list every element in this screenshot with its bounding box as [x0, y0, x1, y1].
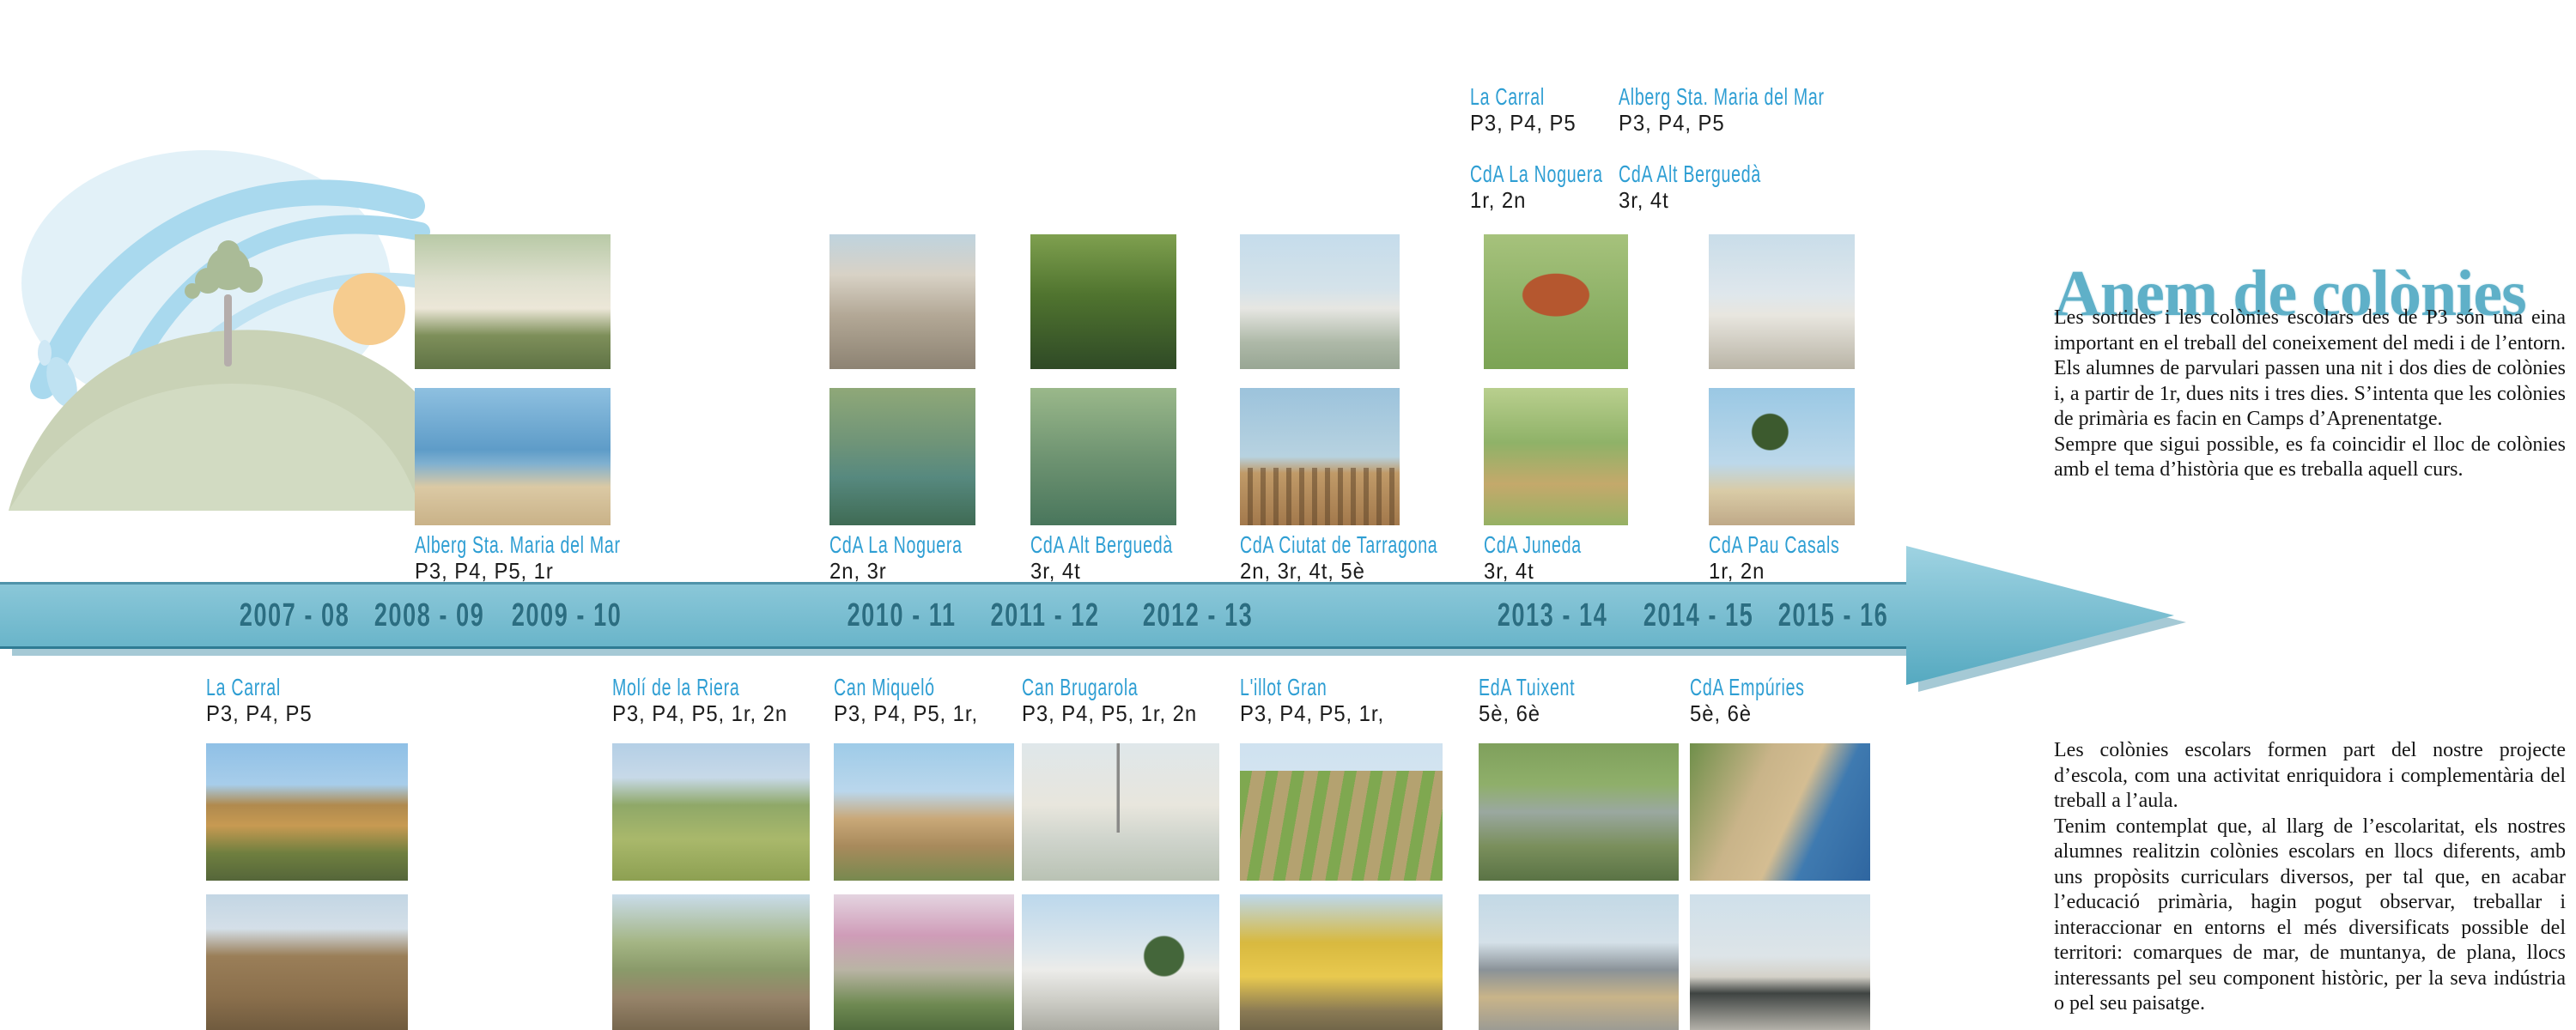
photo-pau-casals-promenade	[1709, 388, 1855, 525]
column-grades: 5è, 6è	[1690, 700, 1753, 726]
top-column-cda-ciutat-tarragona: CdA Ciutat de Tarragona 2n, 3r, 4t, 5è	[1240, 234, 1438, 584]
year-2011-12: 2011 - 12	[990, 597, 1100, 633]
column-name: CdA Empúries	[1690, 674, 1805, 700]
photo-bergueda-river	[1030, 388, 1176, 525]
photo-tuixent-barn	[1479, 894, 1679, 1030]
column-grades: P3, P4, P5, 1r, 2n	[1022, 700, 1198, 726]
year-2009-10: 2009 - 10	[511, 597, 623, 633]
upper-label-cda-la-noguera: CdA La Noguera 1r, 2n	[1470, 161, 1660, 214]
column-grades: 1r, 2n	[1709, 558, 1765, 584]
upper-label-name: CdA La Noguera	[1470, 161, 1603, 187]
photo-alberg-beach	[415, 388, 611, 525]
year-2013-14: 2013 - 14	[1497, 597, 1608, 633]
outro-paragraph: Les colònies escolars formen part del no…	[2054, 739, 2566, 1015]
bottom-column-moli-de-la-riera: Molí de la Riera P3, P4, P5, 1r, 2n	[612, 675, 810, 1030]
column-name: Alberg Sta. Maria del Mar	[415, 531, 621, 558]
column-grades: P3, P4, P5, 1r, 2n	[612, 700, 788, 726]
photo-illot-yellow-house	[1240, 894, 1443, 1030]
photo-noguera-farmhouse	[829, 234, 975, 369]
photo-juneda-aerial-fields	[1484, 388, 1628, 525]
year-2007-08: 2007 - 08	[239, 597, 350, 633]
photo-moli-meadow	[612, 743, 810, 881]
photo-tarragona-aqueduct	[1240, 388, 1400, 525]
photo-tarragona-building	[1240, 234, 1400, 369]
timeline-arrow	[0, 546, 2186, 692]
intro-paragraph: Les sortides i les colònies escolars des…	[2054, 306, 2566, 481]
photo-empuries-building	[1690, 894, 1870, 1030]
upper-label-grades: P3, P4, P5	[1470, 110, 1577, 136]
timeline-years: 2007 - 08 2008 - 09 2009 - 10 2010 - 11 …	[0, 596, 2147, 635]
photo-miquelo-cliff	[834, 743, 1014, 881]
column-name: Molí de la Riera	[612, 674, 740, 700]
year-2014-15: 2014 - 15	[1643, 597, 1754, 633]
column-name: Can Brugarola	[1022, 674, 1139, 700]
year-2015-16: 2015 - 16	[1777, 597, 1889, 633]
column-grades: 3r, 4t	[1030, 558, 1081, 584]
bottom-column-la-carral: La Carral P3, P4, P5	[206, 675, 408, 1030]
top-column-cda-pau-casals: CdA Pau Casals 1r, 2n	[1709, 234, 1855, 584]
upper-label-name: Alberg Sta. Maria del Mar	[1619, 83, 1825, 110]
photo-brugarola-sky	[1022, 743, 1219, 881]
photo-carral-mountain	[206, 743, 408, 881]
upper-label-cda-alt-bergueda: CdA Alt Berguedà 3r, 4t	[1619, 161, 1822, 214]
column-name: L'illot Gran	[1240, 674, 1327, 700]
photo-miquelo-blossoms	[834, 894, 1014, 1030]
watercolor-landscape-logo	[9, 150, 442, 511]
bottom-column-cda-empuries: CdA Empúries 5è, 6è	[1690, 675, 1870, 1030]
photo-illot-vineyard	[1240, 743, 1443, 881]
column-grades: 2n, 3r, 4t, 5è	[1240, 558, 1365, 584]
photo-alberg-building	[415, 234, 611, 369]
photo-juneda-aerial-farm	[1484, 234, 1628, 369]
year-2008-09: 2008 - 09	[374, 597, 485, 633]
bottom-column-can-miquelo: Can Miqueló P3, P4, P5, 1r,	[834, 675, 1014, 1030]
top-column-cda-alt-bergueda: CdA Alt Berguedà 3r, 4t	[1030, 234, 1176, 584]
column-name: La Carral	[206, 674, 281, 700]
bottom-column-can-brugarola: Can Brugarola P3, P4, P5, 1r, 2n	[1022, 675, 1219, 1030]
column-grades: P3, P4, P5, 1r	[415, 558, 554, 584]
bottom-column-eda-tuixent: EdA Tuixent 5è, 6è	[1479, 675, 1679, 1030]
year-2010-11: 2010 - 11	[847, 597, 957, 633]
photo-tuixent-village	[1479, 743, 1679, 881]
photo-carral-masia	[206, 894, 408, 1030]
bottom-column-lillot-gran: L'illot Gran P3, P4, P5, 1r,	[1240, 675, 1443, 1030]
column-grades: P3, P4, P5, 1r,	[1240, 700, 1385, 726]
upper-label-la-carral: La Carral P3, P4, P5	[1470, 84, 1585, 136]
column-grades: 2n, 3r	[829, 558, 887, 584]
column-grades: P3, P4, P5	[206, 700, 313, 726]
column-name: EdA Tuixent	[1479, 674, 1576, 700]
photo-pau-casals-building	[1709, 234, 1855, 369]
photo-bergueda-forest	[1030, 234, 1176, 369]
column-grades: P3, P4, P5, 1r,	[834, 700, 979, 726]
year-2012-13: 2012 - 13	[1142, 597, 1254, 633]
upper-label-grades: 3r, 4t	[1619, 187, 1669, 213]
photo-moli-house	[612, 894, 810, 1030]
upper-label-grades: 1r, 2n	[1470, 187, 1527, 213]
photo-brugarola-building	[1022, 894, 1219, 1030]
column-name: CdA Juneda	[1484, 531, 1582, 558]
page-title: Anem de colònies	[2054, 257, 2527, 330]
top-column-alberg-sta-maria: Alberg Sta. Maria del Mar P3, P4, P5, 1r	[415, 234, 621, 584]
upper-label-name: La Carral	[1470, 83, 1545, 110]
column-grades: 5è, 6è	[1479, 700, 1541, 726]
column-name: CdA Pau Casals	[1709, 531, 1840, 558]
top-column-cda-juneda: CdA Juneda 3r, 4t	[1484, 234, 1628, 584]
column-grades: 3r, 4t	[1484, 558, 1534, 584]
upper-label-alberg-sta-maria: Alberg Sta. Maria del Mar P3, P4, P5	[1619, 84, 1912, 136]
upper-label-grades: P3, P4, P5	[1619, 110, 1725, 136]
column-name: Can Miqueló	[834, 674, 935, 700]
upper-label-name: CdA Alt Berguedà	[1619, 161, 1761, 187]
photo-noguera-lake	[829, 388, 975, 525]
column-name: CdA Ciutat de Tarragona	[1240, 531, 1438, 558]
column-name: CdA Alt Berguedà	[1030, 531, 1173, 558]
column-name: CdA La Noguera	[829, 531, 963, 558]
photo-empuries-ruins	[1690, 743, 1870, 881]
top-column-cda-la-noguera: CdA La Noguera 2n, 3r	[829, 234, 975, 584]
